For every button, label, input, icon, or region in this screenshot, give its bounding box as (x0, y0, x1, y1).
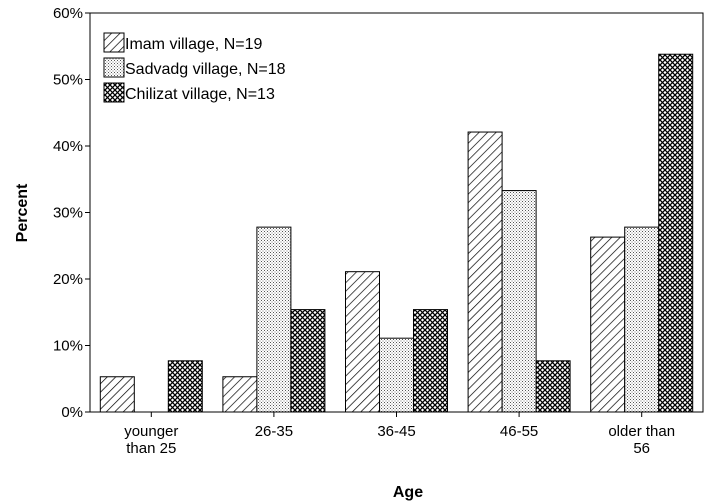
bar-chilizat (658, 53, 694, 413)
y-tick-label: 30% (53, 205, 83, 222)
x-tick-label: older than 56 (608, 423, 675, 457)
y-tick-label: 60% (53, 5, 83, 22)
bars-group (99, 53, 694, 413)
bar-chilizat (290, 309, 326, 413)
bar-imam (222, 376, 258, 413)
x-axis-title: Age (393, 484, 423, 501)
bar-chilizat (167, 360, 203, 413)
legend-label: Sadvadg village, N=18 (125, 61, 286, 78)
y-tick-label: 40% (53, 138, 83, 155)
x-tick-label: 36-45 (377, 423, 415, 440)
bar-imam (590, 236, 626, 413)
x-tick-label: younger than 25 (124, 423, 178, 457)
bar-chilizat (535, 360, 571, 413)
legend-swatch (103, 82, 125, 103)
legend-label: Imam village, N=19 (125, 36, 262, 53)
legend-swatch (103, 32, 125, 53)
y-axis-title: Percent (14, 183, 31, 242)
bar-imam (99, 376, 135, 413)
legend-label: Chilizat village, N=13 (125, 86, 275, 103)
bar-sadvadg (379, 337, 414, 413)
bar-imam (467, 131, 503, 413)
y-tick-label: 0% (61, 404, 83, 421)
y-axis: 0% 10% 20% 30% 40% 50% 60% (53, 5, 90, 421)
legend: Imam village, N=19 Sadvadg village, N=18 C… (103, 32, 286, 103)
bar-sadvadg (501, 190, 537, 413)
x-tick-label: 26-35 (255, 423, 293, 440)
y-tick-label: 50% (53, 72, 83, 89)
y-tick-label: 10% (53, 338, 83, 355)
x-tick-label: 46-55 (500, 423, 538, 440)
bar-chilizat (413, 309, 448, 413)
bar-imam (345, 271, 380, 413)
y-tick-label: 20% (53, 271, 83, 288)
x-axis: younger than 25 26-35 36-45 46-55 older than 5… (124, 412, 675, 457)
bar-sadvadg (624, 226, 660, 413)
bar-sadvadg (256, 226, 292, 413)
legend-swatch (103, 57, 125, 78)
